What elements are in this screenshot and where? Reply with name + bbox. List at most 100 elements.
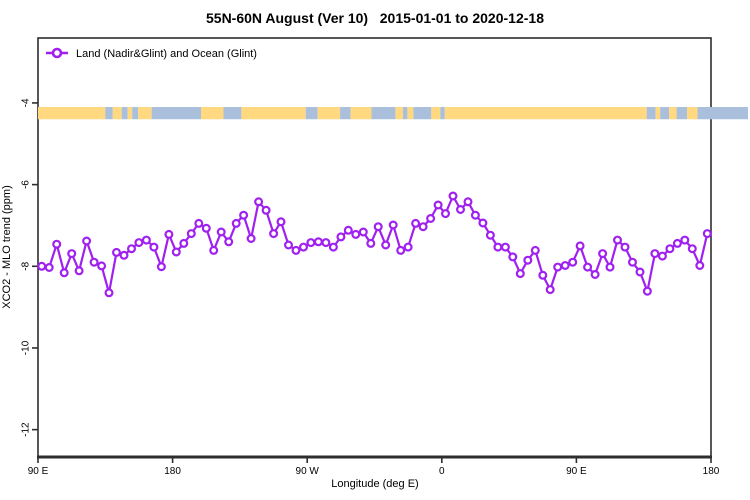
y-tick-label: -6 [21,180,32,189]
map-band-segment-land [127,107,133,120]
x-tick-label: 180 [703,466,720,477]
map-band-segment-land [669,107,677,120]
data-point-marker [216,227,226,237]
map-band-segment-ocean [305,107,318,120]
map-band-segment-land [655,107,661,120]
data-point-marker [418,222,428,232]
data-point-marker [254,197,264,207]
data-point-marker [59,268,69,278]
data-point-marker [605,262,615,272]
map-band-segment-land [38,107,106,120]
data-point-marker [612,235,622,245]
data-point-marker [560,261,570,271]
map-band-segment-land [687,107,698,120]
data-point-marker [171,247,181,257]
data-point-marker [119,250,129,260]
data-point-marker [388,220,398,230]
data-point-marker [478,218,488,228]
legend-marker-circle [51,47,63,59]
data-point-marker [231,218,241,228]
data-point-marker [269,229,279,239]
data-point-marker [89,257,99,267]
x-tick-label: 90 E [566,466,587,477]
data-point-marker [485,230,495,240]
data-point-marker [538,270,548,280]
data-point-marker [141,235,151,245]
data-point-marker [396,245,406,255]
data-point-marker [575,241,585,251]
data-point-marker [276,217,286,227]
x-axis-title: Longitude (deg E) [331,478,419,490]
data-point-marker [224,237,234,247]
x-tick-label: 90 W [296,466,320,477]
data-point-marker [493,242,503,252]
data-point-marker [463,197,473,207]
data-point-marker [246,234,256,244]
data-point-marker [261,205,271,215]
chart-title: 55N-60N August (Ver 10) 2015-01-01 to 20… [206,10,544,26]
data-point-marker [530,245,540,255]
data-point-marker [284,240,294,250]
data-point-marker [456,205,466,215]
data-point-marker [44,263,54,273]
plot-frame [37,37,712,458]
map-band-segment-ocean [121,107,128,120]
data-point-marker [411,218,421,228]
data-point-marker [67,249,77,259]
data-point-marker [164,229,174,239]
data-point-marker [441,209,451,219]
data-point-marker [702,229,712,239]
data-point-marker [545,285,555,295]
data-point-marker [672,238,682,248]
data-point-marker [74,266,84,276]
data-point-marker [687,244,697,254]
data-point-marker [515,269,525,279]
data-point-marker [156,262,166,272]
data-point-marker [343,225,353,235]
data-point-marker [291,245,301,255]
y-tick-label: -8 [21,261,32,270]
map-band-segment-land [241,107,306,120]
map-band-segment-land [395,107,403,120]
data-point-marker [553,262,563,272]
data-point-marker [37,261,47,271]
data-point-marker [635,267,645,277]
data-point-marker [500,242,510,252]
map-band-segment-land [112,107,122,120]
data-point-marker [642,286,652,296]
data-point-marker [381,240,391,250]
data-point-marker [650,249,660,259]
data-point-marker [583,262,593,272]
data-point-marker [82,236,92,246]
legend-label: Land (Nadir&Glint) and Ocean (Glint) [76,48,257,60]
map-band-segment-ocean [440,107,445,120]
y-tick-label: -12 [21,422,32,437]
map-band-segment-ocean [697,107,748,120]
data-point-marker [97,261,107,271]
map-band-segment-ocean [151,107,202,120]
y-tick-label: -10 [21,340,32,355]
map-band-segment-ocean [402,107,408,120]
data-point-marker [179,238,189,248]
data-point-marker [336,232,346,242]
data-point-marker [321,238,331,248]
map-band-segment-ocean [132,107,139,120]
data-point-marker [127,244,137,254]
data-point-marker [403,242,413,252]
data-point-marker [590,270,600,280]
data-point-marker [351,229,361,239]
map-band-segment-land [350,107,372,120]
data-point-marker [358,227,368,237]
data-point-marker [104,288,114,298]
data-point-marker [299,242,309,252]
data-point-marker [111,247,121,257]
map-band-segment-ocean [413,107,432,120]
map-band-segment-land [138,107,152,120]
data-point-marker [149,242,159,252]
x-tick-label: 90 E [28,466,49,477]
data-point-marker [52,239,62,249]
data-point-marker [680,235,690,245]
map-band-segment-land [201,107,224,120]
data-point-marker [306,238,316,248]
